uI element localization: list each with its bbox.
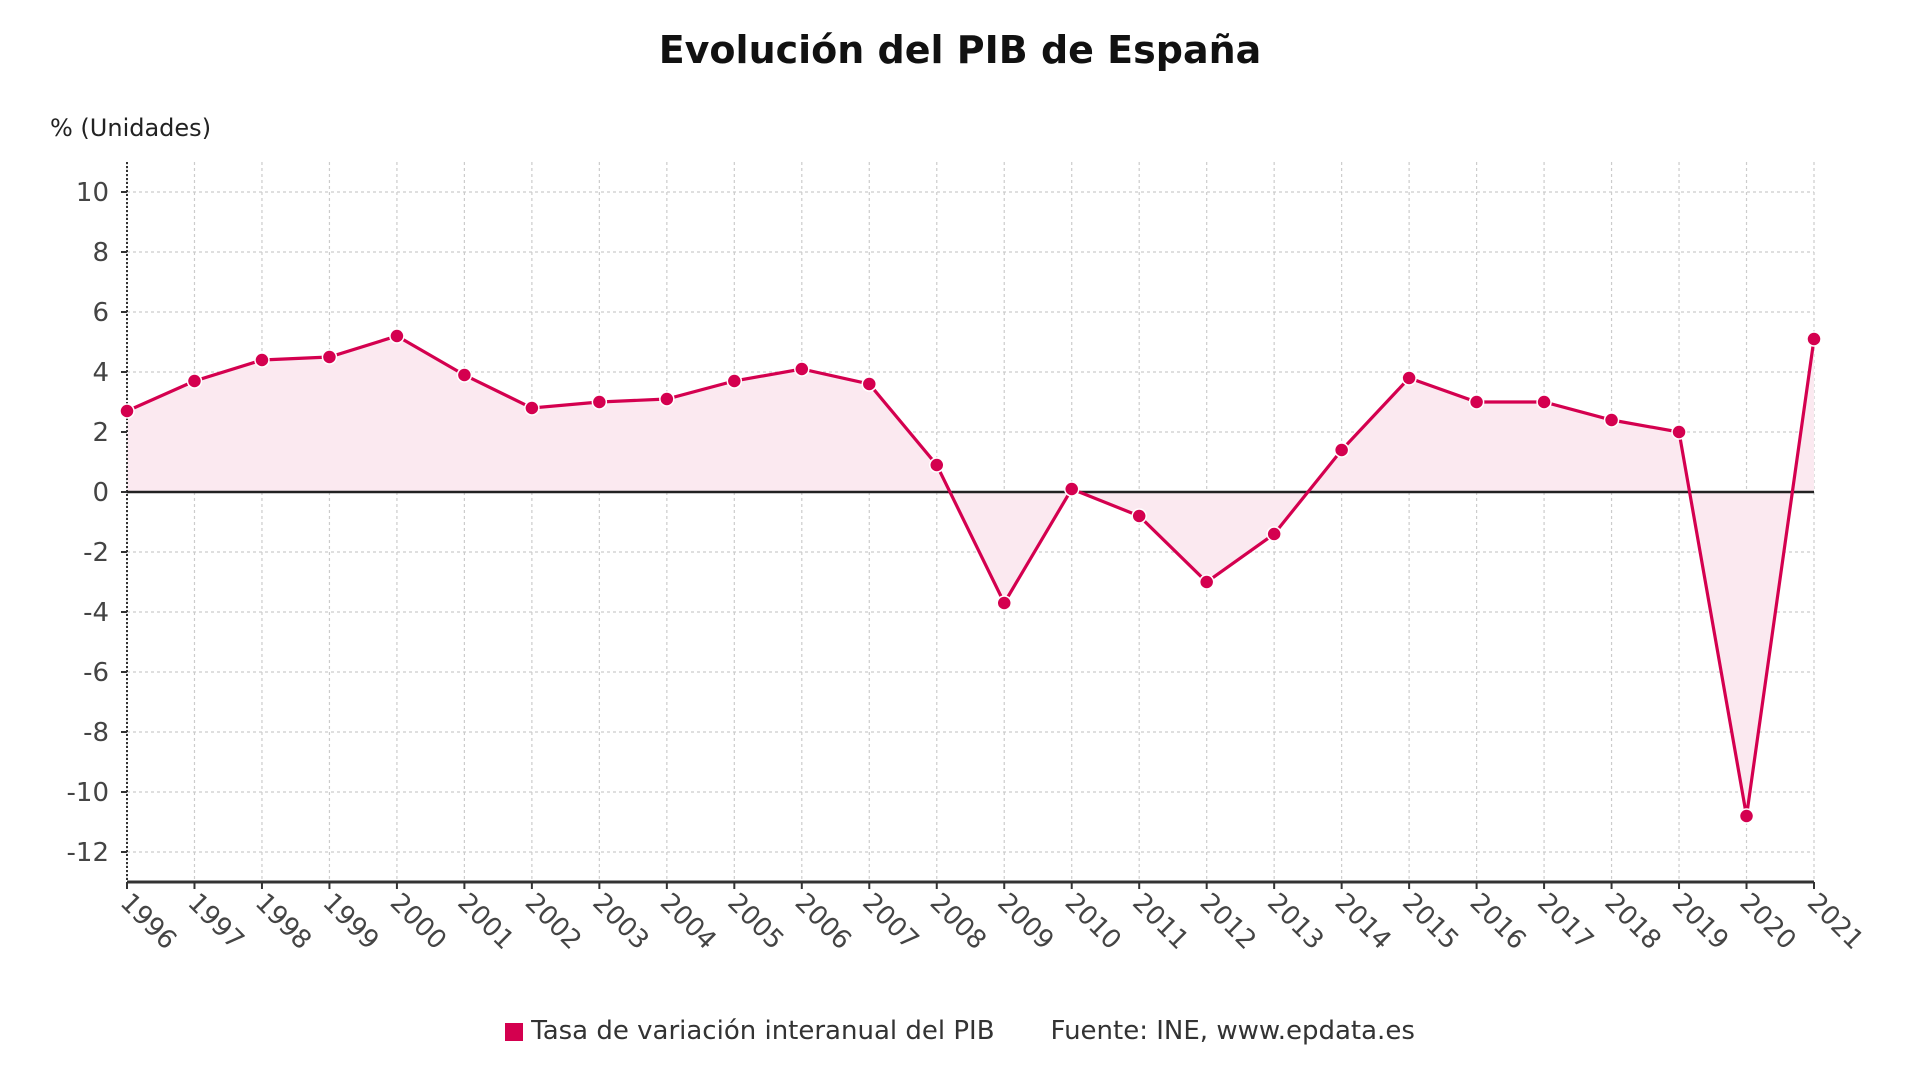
data-point [726, 373, 743, 389]
y-tick-label: 10 [76, 178, 109, 208]
data-point [254, 352, 270, 368]
y-tick-label: -4 [83, 598, 109, 628]
data-point [1536, 394, 1552, 410]
y-tick-label: 4 [92, 358, 109, 388]
x-tick-label: 1998 [249, 888, 317, 956]
data-point [996, 595, 1012, 611]
chart-title: Evolución del PIB de España [658, 28, 1262, 72]
x-tick-label: 1999 [316, 888, 384, 956]
x-tick-label: 2011 [1126, 888, 1194, 956]
series-line [126, 334, 1816, 817]
x-tick-label: 2021 [1801, 888, 1869, 956]
y-tick-label: -12 [67, 838, 109, 868]
data-point [1333, 442, 1350, 458]
y-tick-label: 0 [92, 478, 109, 508]
x-tick-label: 2002 [519, 888, 587, 956]
x-tick-label: 2003 [586, 888, 654, 956]
data-point [1131, 508, 1147, 524]
data-point [1198, 574, 1215, 590]
x-tick-label: 2008 [924, 888, 992, 956]
y-tick-label: 2 [92, 418, 109, 448]
data-point [389, 328, 405, 344]
legend-label: Tasa de variación interanual del PIB [531, 1016, 995, 1046]
x-tick-label: 2004 [654, 888, 722, 956]
data-point [456, 367, 473, 383]
x-tick-label: 2005 [721, 888, 789, 956]
x-tick-label: 2016 [1464, 888, 1532, 956]
x-tick-label: 2010 [1059, 888, 1127, 956]
x-tick-label: 2017 [1531, 888, 1599, 956]
data-point [1401, 370, 1417, 386]
y-tick-label: 6 [92, 298, 109, 328]
data-point [1806, 331, 1822, 347]
data-point [861, 376, 878, 392]
legend: Tasa de variación interanual del PIB Fuen… [0, 1016, 1920, 1046]
y-tick-label: -6 [83, 658, 109, 688]
data-point [321, 349, 338, 365]
x-tick-label: 2013 [1261, 888, 1329, 956]
y-axis-label: % (Unidades) [50, 114, 212, 142]
x-tick-label: 2014 [1329, 888, 1397, 956]
data-point [591, 394, 608, 410]
y-tick-label: -8 [83, 718, 109, 748]
x-tick-label: 2000 [384, 888, 452, 956]
data-point [794, 361, 810, 377]
data-point [119, 403, 135, 419]
x-tick-label: 1996 [114, 888, 182, 956]
data-point [1603, 412, 1620, 428]
x-tick-label: 2007 [856, 888, 924, 956]
legend-swatch [505, 1022, 524, 1041]
x-tick-label: 1997 [182, 888, 250, 956]
source-note: Fuente: INE, www.epdata.es [1050, 1016, 1415, 1046]
x-tick-label: 2019 [1666, 888, 1734, 956]
y-tick-label: -2 [83, 538, 109, 568]
x-tick-label: 2018 [1599, 888, 1667, 956]
x-tick-label: 2020 [1734, 888, 1802, 956]
data-point [1738, 808, 1755, 824]
x-tick-label: 2009 [991, 888, 1059, 956]
x-tick-label: 2001 [451, 888, 519, 956]
data-point [929, 457, 945, 473]
y-tick-label: -10 [67, 778, 109, 808]
data-point [1468, 394, 1485, 410]
data-point [1671, 424, 1687, 440]
area-fill [127, 336, 1814, 816]
x-tick-label: 2015 [1396, 888, 1464, 956]
data-point [1266, 526, 1282, 542]
data-point [186, 373, 203, 389]
y-tick-label: 8 [92, 238, 109, 268]
x-tick-label: 2012 [1194, 888, 1262, 956]
data-point [524, 400, 540, 416]
data-point [1063, 481, 1080, 497]
x-tick-label: 2006 [789, 888, 857, 956]
data-point [659, 391, 675, 407]
